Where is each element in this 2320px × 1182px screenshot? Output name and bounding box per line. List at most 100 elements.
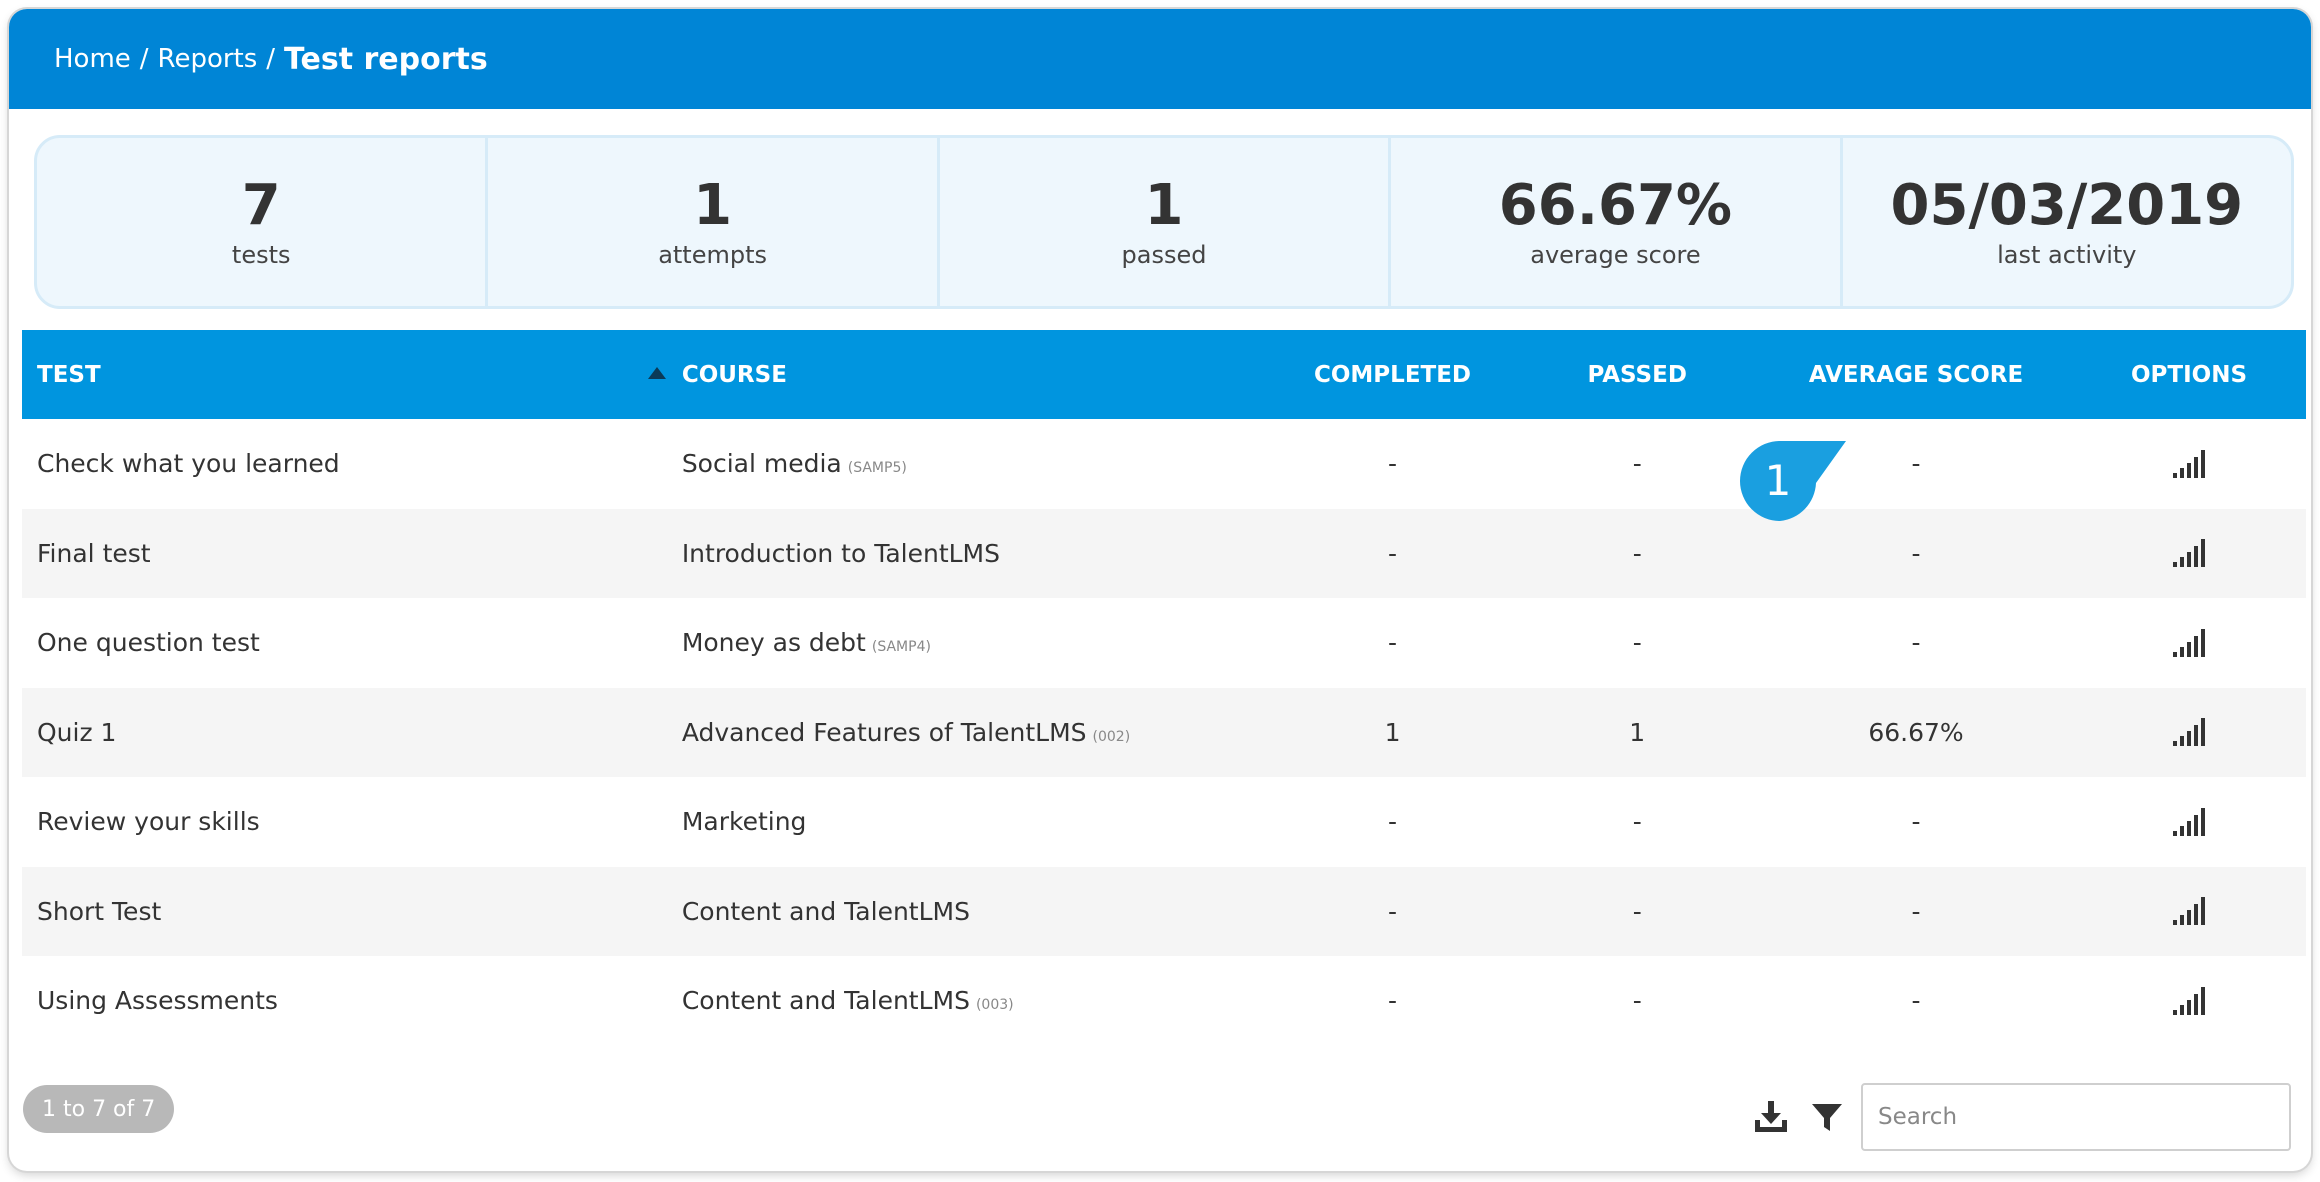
course-cell: Marketing [666,807,1271,836]
average-score-value: - [1911,538,1921,568]
column-header-test[interactable]: TEST [22,362,666,388]
column-header-average-score[interactable]: AVERAGE SCORE [1808,361,2024,388]
test-name[interactable]: Using Assessments [37,986,278,1016]
signal-bars-icon[interactable] [2173,807,2205,836]
course-cell: Content and TalentLMS (003) [666,986,1271,1015]
completed-value: - [1388,628,1398,658]
stat-value: 05/03/2019 [1890,173,2244,238]
callout-number: 1 [1765,456,1792,505]
table-header-row: TEST COURSE COMPLETED PASSED AVERAGE SCO… [22,330,2306,419]
average-score-value: 66.67% [1868,717,1964,747]
table-row: Quiz 1 Advanced Features of TalentLMS (00… [22,687,2306,777]
course-cell: Introduction to TalentLMS [666,539,1271,568]
stat-value: 7 [241,173,281,238]
passed-value: 1 [1629,717,1646,747]
course-name[interactable]: Advanced Features of TalentLMS [681,717,1087,747]
course-name[interactable]: Social media [681,449,842,479]
column-header-passed[interactable]: PASSED [1587,361,1687,388]
page-header: Home / Reports / Test reports [9,9,2311,109]
options-cell [2072,897,2306,926]
stat-attempts: 1 attempts [488,138,940,306]
completed-value: - [1388,807,1398,837]
test-name[interactable]: Quiz 1 [37,717,117,747]
options-cell [2072,539,2306,568]
options-cell [2072,628,2306,657]
table-row: One question test Money as debt (SAMP4) -… [22,598,2306,688]
table-row: Review your skills Marketing - - - [22,777,2306,867]
breadcrumb-reports-link[interactable]: Reports [157,44,258,74]
course-code: (002) [1092,728,1131,745]
completed-value: - [1388,986,1398,1016]
column-header-label: TEST [37,361,101,388]
table-row: Using Assessments Content and TalentLMS (… [22,956,2306,1046]
course-name[interactable]: Marketing [681,807,807,837]
test-name[interactable]: Short Test [37,896,162,926]
stat-last-activity: 05/03/2019 last activity [1843,138,2291,306]
passed-value: - [1632,628,1642,658]
breadcrumb-home-link[interactable]: Home [54,44,131,74]
stats-panel: 7 tests 1 attempts 1 passed 66.67% avera… [34,135,2294,309]
course-name[interactable]: Introduction to TalentLMS [681,538,1000,568]
course-code: (003) [975,997,1014,1014]
signal-bars-icon[interactable] [2173,986,2205,1015]
signal-bars-icon[interactable] [2173,449,2205,478]
stat-value: 1 [1144,173,1184,238]
signal-bars-icon[interactable] [2173,628,2205,657]
course-name[interactable]: Content and TalentLMS [681,986,970,1016]
app-frame: Home / Reports / Test reports 7 tests 1 … [9,9,2311,1171]
test-name[interactable]: Final test [37,538,151,568]
signal-bars-icon[interactable] [2173,539,2205,568]
passed-value: - [1632,896,1642,926]
callout-shape: 1 [1740,441,1846,521]
average-score-value: - [1911,986,1921,1016]
options-cell [2072,449,2306,478]
table-row: Final test Introduction to TalentLMS - -… [22,508,2306,598]
completed-value: - [1388,538,1398,568]
callout-marker: 1 [1738,433,1848,523]
test-name[interactable]: Review your skills [37,807,260,837]
stat-label: average score [1530,241,1701,269]
filter-icon[interactable] [1805,1095,1849,1139]
passed-value: - [1632,449,1642,479]
column-header-course[interactable]: COURSE [681,361,787,388]
breadcrumb: Home / Reports / Test reports [54,42,488,77]
passed-value: - [1632,986,1642,1016]
options-cell [2072,807,2306,836]
course-name[interactable]: Content and TalentLMS [681,896,970,926]
pagination-info: 1 to 7 of 7 [23,1085,175,1133]
stat-passed: 1 passed [940,138,1392,306]
signal-bars-icon[interactable] [2173,718,2205,747]
breadcrumb-separator: / [266,44,276,74]
signal-bars-icon[interactable] [2173,897,2205,926]
average-score-value: - [1911,449,1921,479]
passed-value: - [1632,538,1642,568]
course-cell: Advanced Features of TalentLMS (002) [666,718,1271,747]
average-score-value: - [1911,896,1921,926]
course-cell: Social media (SAMP5) [666,449,1271,478]
download-icon[interactable] [1749,1095,1793,1139]
course-code: (SAMP5) [847,460,907,477]
search-input[interactable] [1861,1083,2291,1151]
test-reports-table: TEST COURSE COMPLETED PASSED AVERAGE SCO… [22,330,2306,1046]
test-name[interactable]: One question test [37,628,260,658]
average-score-value: - [1911,628,1921,658]
completed-value: 1 [1384,717,1401,747]
stat-label: tests [231,241,291,269]
passed-value: - [1632,807,1642,837]
test-name[interactable]: Check what you learned [37,449,340,479]
course-cell: Money as debt (SAMP4) [666,628,1271,657]
column-header-options: OPTIONS [2130,361,2248,388]
sort-ascending-icon[interactable] [647,366,666,379]
stat-average-score: 66.67% average score [1391,138,1843,306]
stat-label: last activity [1997,241,2137,269]
course-name[interactable]: Money as debt [681,628,866,658]
table-row: Short Test Content and TalentLMS - - - [22,866,2306,956]
page-title: Test reports [284,41,488,77]
stat-value: 66.67% [1498,173,1733,238]
stat-label: passed [1121,241,1207,269]
column-header-completed[interactable]: COMPLETED [1313,361,1472,388]
course-cell: Content and TalentLMS [666,897,1271,926]
stat-value: 1 [693,173,733,238]
stat-tests: 7 tests [37,138,489,306]
table-row: Check what you learned Social media (SAMP… [22,419,2306,509]
